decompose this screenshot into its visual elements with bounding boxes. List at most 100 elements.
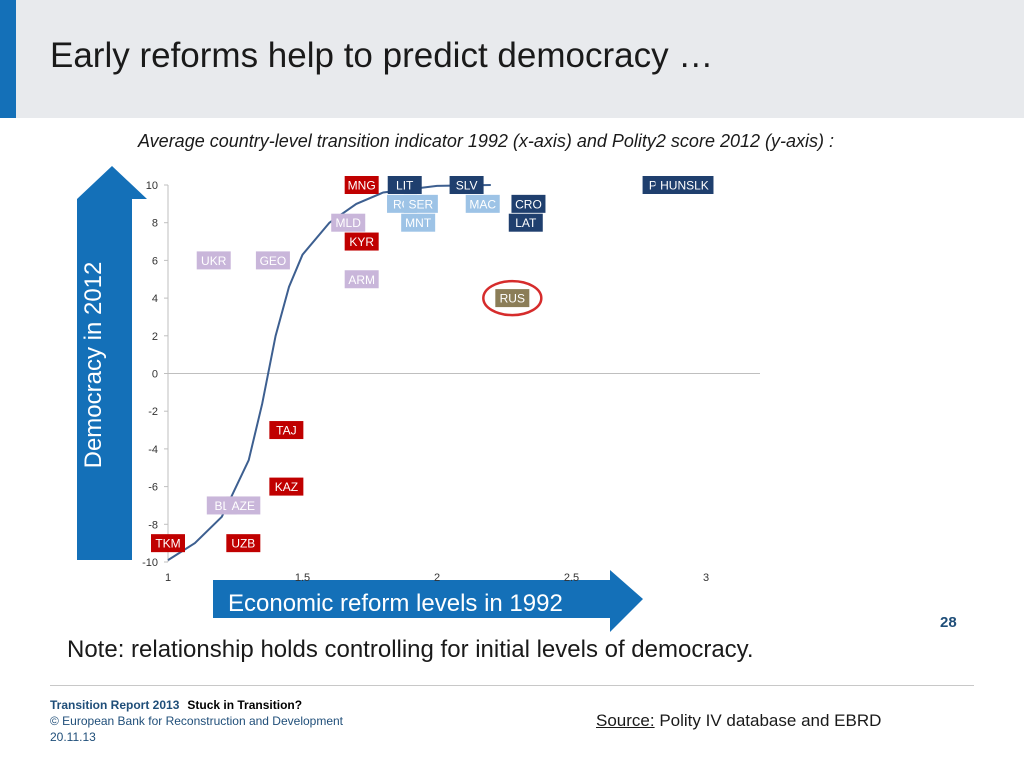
- y-tick-label: -6: [148, 482, 158, 494]
- footer: Transition Report 2013 Stuck in Transitio…: [50, 697, 343, 745]
- point-label: UKR: [201, 254, 227, 268]
- point-label: SLV: [456, 179, 478, 193]
- x-axis-arrow-label: Economic reform levels in 1992: [228, 590, 563, 617]
- point-label: MAC: [469, 197, 496, 211]
- slide-title: Early reforms help to predict democracy …: [50, 36, 714, 75]
- source-text: Polity IV database and EBRD: [654, 711, 882, 730]
- point-label: KYR: [349, 235, 374, 249]
- data-point-kaz: KAZ: [269, 477, 304, 496]
- point-label: MNG: [348, 179, 376, 193]
- data-point-ser: SER: [403, 194, 438, 213]
- data-point-lat: LAT: [508, 213, 543, 232]
- point-marker: [196, 251, 231, 270]
- point-marker: [151, 534, 185, 553]
- source-label: Source:: [596, 711, 655, 730]
- footer-date: 20.11.13: [50, 730, 96, 744]
- y-tick-label: 4: [152, 293, 158, 305]
- point-marker: [344, 176, 379, 194]
- data-point-kyr: KYR: [344, 232, 379, 251]
- point-marker: [269, 477, 304, 496]
- data-point-slv: SLV: [449, 176, 484, 194]
- data-point-tkm: TKM: [151, 534, 185, 553]
- data-points-layer: MNGLITSLVPOHUNSLKROSERMACCROMLDMNTLATKYR…: [151, 176, 714, 553]
- y-arrow: [77, 166, 147, 560]
- point-marker: [226, 496, 261, 515]
- point-marker: [387, 176, 422, 194]
- data-point-arm: ARM: [344, 270, 379, 289]
- data-point-taj: TAJ: [269, 421, 304, 440]
- point-label: RUS: [500, 292, 525, 306]
- point-label: LIT: [396, 179, 414, 193]
- point-label: SER: [409, 197, 434, 211]
- y-tick-label: 8: [152, 218, 158, 230]
- y-tick-label: -10: [142, 557, 158, 569]
- data-point-mnt: MNT: [401, 213, 436, 232]
- x-tick-label: 1: [165, 572, 171, 584]
- point-marker: [401, 213, 436, 232]
- chart-subtitle: Average country-level transition indicat…: [138, 131, 834, 151]
- point-label: KAZ: [275, 480, 298, 494]
- point-marker: [226, 534, 261, 553]
- title-band: [0, 0, 1024, 118]
- y-tick-label: 0: [152, 369, 158, 381]
- y-arrow-text: Democracy in 2012: [80, 261, 107, 469]
- point-marker: [269, 421, 304, 440]
- data-point-rus: RUS: [482, 279, 543, 317]
- x-tick-label: 2.5: [564, 572, 579, 584]
- point-marker: [511, 194, 546, 213]
- data-point-uzb: UZB: [226, 534, 261, 553]
- point-label: TKM: [155, 537, 180, 551]
- x-tick-label: 1.5: [295, 572, 310, 584]
- footer-report-title: Stuck in Transition?: [187, 698, 303, 712]
- point-label: BL: [214, 499, 229, 513]
- y-tick-label: 2: [152, 331, 158, 343]
- fit-curve: [167, 184, 491, 561]
- x-tick-label: 2: [434, 572, 440, 584]
- footer-report: Transition Report 2013: [50, 698, 180, 712]
- source-note: Source: Polity IV database and EBRD: [596, 711, 881, 731]
- point-label: UZB: [231, 537, 255, 551]
- point-marker: [495, 289, 530, 308]
- y-tick-label: -2: [148, 406, 158, 418]
- point-marker: [508, 213, 543, 232]
- x-tick-label: 3: [703, 572, 709, 584]
- point-marker: [449, 176, 484, 194]
- x-arrow: [213, 570, 643, 632]
- point-label: TAJ: [276, 424, 296, 438]
- footer-copyright: © European Bank for Reconstruction and D…: [50, 714, 344, 728]
- y-tick-label: -8: [148, 519, 158, 531]
- data-point-ukr: UKR: [196, 251, 231, 270]
- page-number: 28: [940, 614, 957, 631]
- point-label: GEO: [260, 254, 287, 268]
- data-point-mld: MLD: [331, 213, 366, 232]
- highlight-ring: [482, 279, 543, 317]
- data-point-aze: AZE: [226, 496, 261, 515]
- data-point-lit: LIT: [387, 176, 422, 194]
- data-point-hunslk: HUNSLK: [655, 176, 714, 194]
- note-text: Note: relationship holds controlling for…: [67, 636, 754, 663]
- point-marker: [465, 194, 500, 213]
- point-marker: [331, 213, 366, 232]
- footer-divider: [50, 685, 974, 686]
- point-label: CRO: [515, 197, 542, 211]
- point-marker: [255, 251, 290, 270]
- y-tick-label: -4: [148, 444, 158, 456]
- y-tick-label: 10: [146, 180, 158, 192]
- fit-curve-layer: [167, 184, 491, 561]
- point-marker: [655, 176, 714, 194]
- point-label: LAT: [515, 216, 537, 230]
- point-marker: [344, 270, 379, 289]
- point-label: MLD: [336, 216, 362, 230]
- point-label: ARM: [348, 273, 375, 287]
- point-marker: [403, 194, 438, 213]
- data-point-geo: GEO: [255, 251, 290, 270]
- chart-axes: 10 8 6 4 2 0 -2 -4 -6 -8 -10 1 1.5 2 2.5 3: [142, 180, 760, 584]
- data-point-mng: MNG: [344, 176, 379, 194]
- data-point-mac: MAC: [465, 194, 500, 213]
- title-accent-bar: [0, 0, 16, 118]
- point-marker: [344, 232, 379, 251]
- point-label: MNT: [405, 216, 432, 230]
- point-label: AZE: [232, 499, 255, 513]
- data-point-cro: CRO: [511, 194, 546, 213]
